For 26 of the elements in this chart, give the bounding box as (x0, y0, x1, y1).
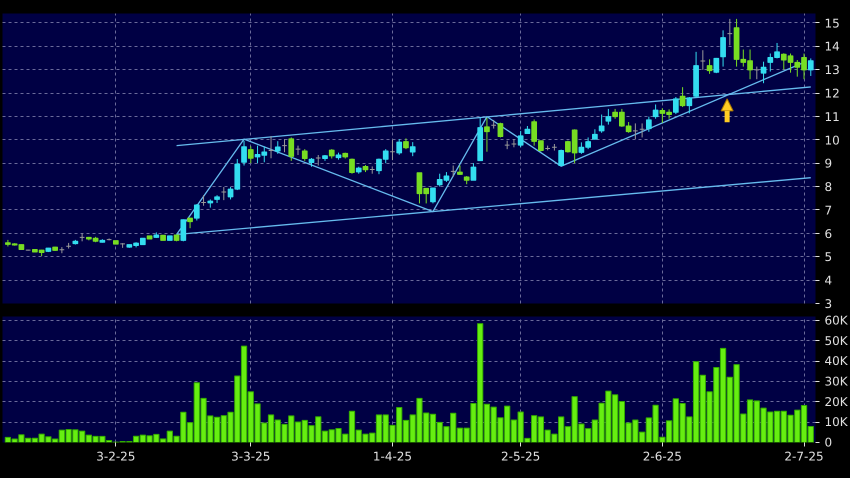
y-tick-label: 14 (824, 40, 840, 54)
y-tick-label: 10K (824, 415, 849, 430)
y-tick-label: 5 (824, 250, 832, 264)
y-tick-label: 3 (824, 297, 832, 311)
y-tick-label: 40K (824, 354, 849, 368)
y-tick-label: 30K (824, 374, 849, 389)
x-tick-label: 2-7-25 (784, 450, 824, 464)
y-tick-label: 8 (824, 180, 832, 194)
y-tick-label: 15 (824, 16, 840, 30)
x-tick-label: 3-2-25 (96, 450, 136, 464)
y-tick-label: 9 (824, 156, 832, 171)
y-tick-label: 11 (824, 110, 840, 124)
y-tick-label: 6 (824, 226, 832, 241)
y-tick-label: 0 (824, 436, 832, 450)
x-tick-label: 1-4-25 (372, 450, 412, 464)
y-tick-label: 20K (824, 394, 849, 409)
y-tick-label: 10 (824, 133, 840, 148)
y-tick-label: 12 (824, 86, 840, 101)
y-tick-label: 4 (824, 274, 832, 288)
x-tick-label: 2-6-25 (642, 450, 682, 464)
y-tick-label: 13 (824, 63, 840, 78)
x-tick-label: 2-5-25 (501, 450, 540, 464)
y-tick-label: 7 (824, 203, 832, 218)
x-tick-label: 3-3-25 (231, 450, 270, 464)
y-tick-label: 50K (824, 334, 849, 348)
y-tick-label: 60K (824, 314, 849, 328)
